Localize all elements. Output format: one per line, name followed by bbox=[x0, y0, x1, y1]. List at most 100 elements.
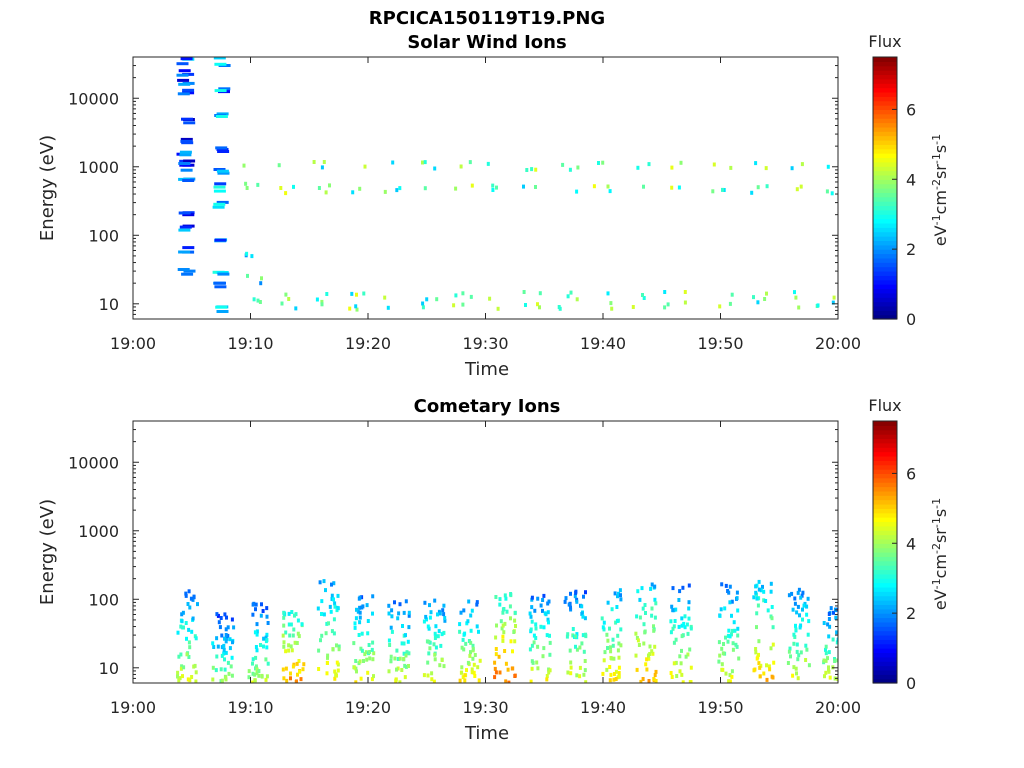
heatmap-cell bbox=[423, 600, 427, 605]
heatmap-cell bbox=[212, 645, 216, 649]
heatmap-cell bbox=[460, 670, 464, 675]
colorbar-segment bbox=[873, 521, 897, 527]
heatmap-cell bbox=[532, 640, 536, 645]
heatmap-cell bbox=[329, 609, 333, 614]
heatmap-cell bbox=[578, 665, 582, 670]
heatmap-cell bbox=[794, 295, 798, 300]
y-axis-label: Energy (eV) bbox=[37, 135, 58, 241]
heatmap-cell bbox=[678, 654, 682, 659]
heatmap-cell bbox=[602, 658, 606, 663]
heatmap-cell bbox=[674, 660, 678, 665]
heatmap-cell bbox=[832, 610, 835, 615]
heatmap-cell bbox=[372, 651, 376, 656]
heatmap-cell bbox=[612, 672, 616, 676]
heatmap-cell bbox=[224, 639, 228, 644]
x-tick-label: 19:20 bbox=[345, 698, 391, 717]
heatmap-cell bbox=[772, 660, 776, 665]
heatmap-cell bbox=[501, 623, 505, 628]
heatmap-cell bbox=[320, 302, 324, 307]
heatmap-cell bbox=[727, 628, 731, 633]
heatmap-cell bbox=[669, 630, 673, 635]
colorbar: 0 2 4 6 bbox=[872, 420, 916, 693]
heatmap-cell bbox=[757, 579, 761, 584]
colorbar-segment bbox=[873, 135, 897, 141]
heatmap-cell bbox=[325, 671, 329, 676]
heatmap-cell bbox=[333, 601, 337, 606]
heatmap-cell bbox=[645, 667, 649, 672]
colorbar-segment bbox=[873, 266, 897, 272]
heatmap-cell bbox=[320, 165, 324, 170]
heatmap-cell bbox=[467, 599, 471, 604]
heatmap-cell bbox=[830, 191, 834, 196]
heatmap-cell bbox=[427, 639, 431, 644]
heatmap-cell bbox=[212, 205, 225, 209]
heatmap-cell bbox=[365, 657, 369, 662]
colorbar-segment bbox=[873, 469, 897, 474]
heatmap-cell bbox=[612, 677, 616, 682]
heatmap-cell bbox=[247, 675, 251, 680]
heatmap-cell bbox=[597, 161, 600, 165]
heatmap-cell bbox=[477, 678, 481, 683]
heatmap-cell bbox=[806, 632, 810, 637]
heatmap-cell bbox=[568, 648, 572, 653]
heatmap-cell bbox=[387, 611, 391, 616]
heatmap-cell bbox=[177, 678, 181, 683]
heatmap-cell bbox=[736, 608, 740, 613]
heatmap-cell bbox=[327, 621, 330, 626]
heatmap-cell bbox=[325, 660, 329, 665]
heatmap-cell bbox=[608, 626, 611, 631]
heatmap-cell bbox=[466, 660, 470, 665]
colorbar-label: eV-1cm-2sr-1s-1 bbox=[930, 134, 950, 246]
colorbar-segment bbox=[873, 314, 897, 320]
heatmap-cell bbox=[524, 303, 527, 307]
heatmap-cell bbox=[219, 667, 223, 672]
heatmap-cell bbox=[602, 620, 606, 625]
heatmap-cell bbox=[317, 648, 321, 653]
heatmap-cell bbox=[612, 656, 616, 661]
colorbar-segment bbox=[873, 512, 897, 518]
heatmap-cell bbox=[469, 613, 473, 618]
heatmap-cell bbox=[827, 612, 831, 616]
heatmap-cell bbox=[222, 643, 226, 648]
heatmap-cell bbox=[566, 294, 570, 299]
heatmap-cell bbox=[312, 160, 316, 164]
colorbar-segment bbox=[873, 495, 897, 501]
heatmap-cell bbox=[757, 661, 761, 666]
heatmap-cell bbox=[501, 634, 505, 639]
heatmap-cell bbox=[421, 301, 425, 306]
heatmap-cell bbox=[608, 665, 612, 669]
heatmap-cell bbox=[726, 633, 730, 638]
heatmap-cell bbox=[324, 190, 328, 195]
heatmap-cell bbox=[547, 599, 551, 604]
heatmap-cell bbox=[669, 671, 673, 675]
heatmap-cell bbox=[683, 300, 687, 305]
heatmap-cell bbox=[836, 637, 838, 642]
colorbar-segment bbox=[873, 525, 897, 531]
heatmap-cell bbox=[363, 652, 367, 657]
heatmap-cell bbox=[213, 202, 226, 206]
heatmap-cell bbox=[178, 211, 191, 215]
heatmap-cell bbox=[442, 603, 446, 608]
heatmap-cell bbox=[575, 297, 579, 302]
colorbar-segment bbox=[873, 652, 897, 658]
heatmap-cell bbox=[422, 619, 426, 624]
colorbar-segment bbox=[873, 586, 897, 592]
heatmap-cell bbox=[639, 679, 643, 683]
heatmap-cell bbox=[501, 638, 505, 643]
heatmap-cell bbox=[362, 659, 365, 663]
heatmap-cell bbox=[325, 621, 329, 626]
heatmap-cell bbox=[181, 117, 193, 121]
heatmap-cell bbox=[735, 596, 739, 601]
heatmap-cell bbox=[214, 238, 227, 242]
heatmap-cell bbox=[584, 634, 588, 639]
heatmap-cell bbox=[642, 184, 645, 189]
heatmap-cell bbox=[443, 618, 447, 623]
heatmap-cell bbox=[438, 611, 442, 616]
heatmap-cell bbox=[575, 647, 579, 652]
panel-title: Solar Wind Ions bbox=[407, 32, 566, 53]
heatmap-cell bbox=[822, 621, 826, 625]
heatmap-cell bbox=[330, 593, 334, 598]
heatmap-cell bbox=[641, 677, 645, 681]
heatmap-cell bbox=[541, 598, 545, 602]
heatmap-cell bbox=[638, 615, 642, 620]
